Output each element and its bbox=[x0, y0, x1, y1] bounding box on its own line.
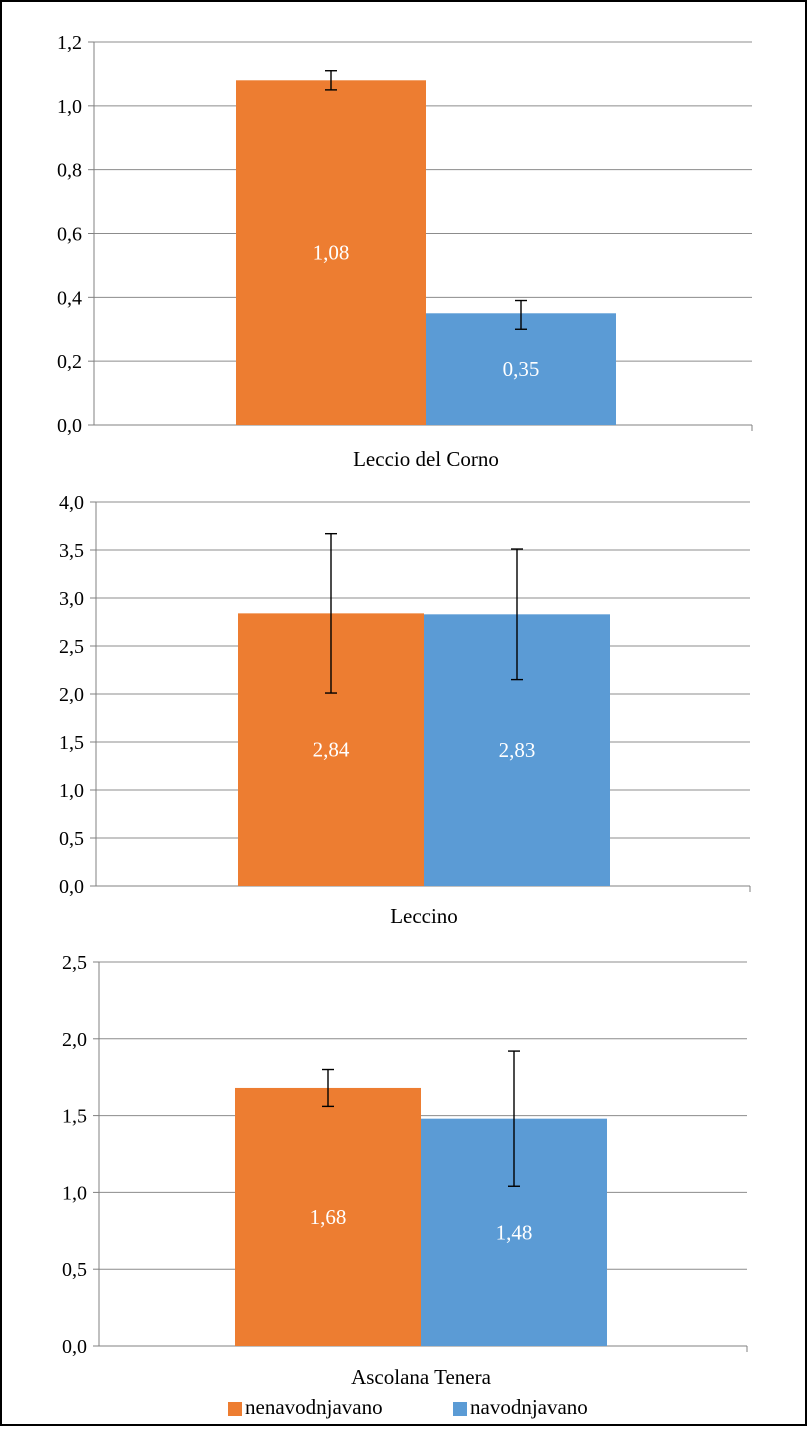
data-label: 2,83 bbox=[499, 738, 536, 762]
legend-swatch-nenavodnjavano bbox=[228, 1402, 242, 1416]
y-tick-label: 3,0 bbox=[59, 588, 84, 610]
chart-panel-2: 0,0 0,5 1,0 1,5 2,0 2,5 3,0 3,5 4,0 2,84 2,83 Lecci… bbox=[59, 492, 751, 928]
data-label: 1,08 bbox=[313, 241, 350, 265]
y-tick-label: 1,0 bbox=[62, 1182, 87, 1204]
y-tick-label: 2,0 bbox=[62, 1029, 87, 1051]
y-tick-label: 1,2 bbox=[57, 32, 82, 54]
y-tick-label: 0,5 bbox=[62, 1259, 87, 1281]
bar-nenavodnjavano bbox=[235, 1087, 421, 1346]
y-tick-label: 2,5 bbox=[59, 636, 84, 658]
y-tick-label: 0,4 bbox=[57, 287, 82, 309]
legend-label-nenavodnjavano: nenavodnjavano bbox=[245, 1395, 383, 1419]
category-label: Leccio del Corno bbox=[353, 447, 499, 471]
y-tick-label: 4,0 bbox=[59, 492, 84, 514]
category-label: Leccino bbox=[390, 904, 458, 928]
y-tick-label: 1,5 bbox=[62, 1106, 87, 1128]
data-label: 1,68 bbox=[310, 1205, 347, 1229]
y-tick-label: 1,0 bbox=[57, 96, 82, 118]
chart-panel-1: 0,0 0,2 0,4 0,6 0,8 1,0 1,2 1,08 0,35 Leccio del … bbox=[57, 32, 753, 471]
y-tick-label: 0,8 bbox=[57, 160, 82, 182]
data-label: 0,35 bbox=[503, 357, 540, 381]
y-tick-label: 2,5 bbox=[62, 952, 87, 974]
y-tick-label: 1,5 bbox=[59, 732, 84, 754]
y-tick-label: 0,0 bbox=[59, 876, 84, 898]
bar-nenavodnjavano bbox=[236, 80, 426, 426]
y-tick-label: 2,0 bbox=[59, 684, 84, 706]
category-label: Ascolana Tenera bbox=[351, 1365, 492, 1389]
chart-panel-3: 0,0 0,5 1,0 1,5 2,0 2,5 1,68 1,48 Ascolana Tener… bbox=[62, 952, 748, 1389]
data-label: 2,84 bbox=[313, 738, 350, 762]
legend: nenavodnjavano navodnjavano bbox=[228, 1395, 588, 1419]
y-tick-label: 3,5 bbox=[59, 540, 84, 562]
y-tick-label: 0,6 bbox=[57, 224, 82, 246]
y-tick-label: 0,0 bbox=[57, 415, 82, 437]
y-tick-label: 0,2 bbox=[57, 351, 82, 373]
y-tick-label: 0,0 bbox=[62, 1336, 87, 1358]
legend-label-navodnjavano: navodnjavano bbox=[470, 1395, 588, 1419]
y-tick-label: 0,5 bbox=[59, 828, 84, 850]
data-label: 1,48 bbox=[496, 1220, 533, 1244]
y-tick-label: 1,0 bbox=[59, 780, 84, 802]
bar-navodnjavano bbox=[426, 313, 616, 425]
legend-swatch-navodnjavano bbox=[453, 1402, 467, 1416]
